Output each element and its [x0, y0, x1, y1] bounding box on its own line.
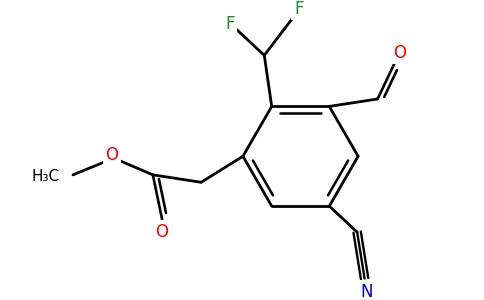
Text: F: F: [294, 0, 303, 18]
Text: H₃C: H₃C: [32, 169, 60, 184]
Text: O: O: [106, 146, 119, 164]
Text: N: N: [360, 283, 373, 300]
Text: O: O: [393, 44, 407, 62]
Text: F: F: [225, 15, 235, 33]
Text: O: O: [155, 223, 167, 241]
